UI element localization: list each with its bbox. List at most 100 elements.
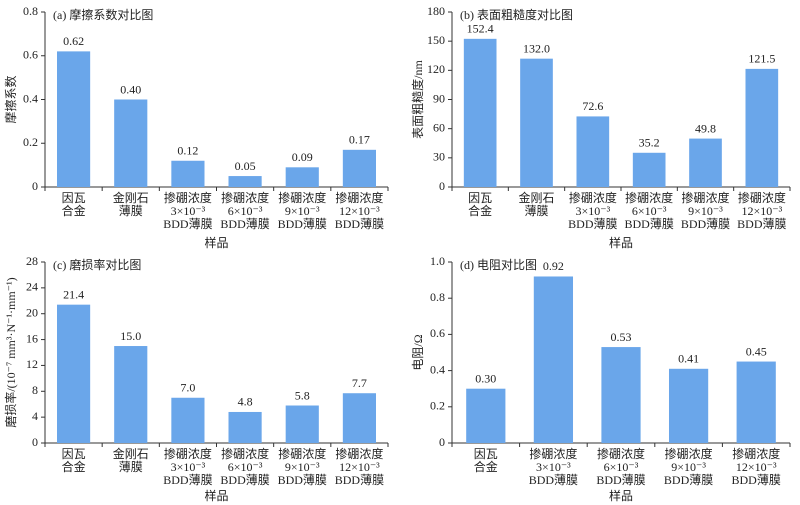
y-axis-label: 磨损率/(10⁻⁷ mm³·N⁻¹·mm⁻¹) (3, 277, 18, 427)
x-tick-label: 掺硼浓度 (569, 190, 617, 205)
y-axis-label: 电阻/Ω (411, 334, 425, 370)
x-axis-label: 样品 (609, 235, 633, 250)
y-tick-label: 0 (32, 179, 38, 193)
x-tick-label: BDD薄膜 (335, 216, 384, 231)
subplot: 00.20.40.60.80.62因瓦合金0.40金刚石薄膜0.12掺硼浓度3×… (3, 4, 389, 250)
x-tick-label: 掺硼浓度 (665, 446, 713, 461)
x-tick-label: 掺硼浓度 (732, 446, 780, 461)
y-tick-label: 28 (26, 254, 38, 268)
bar (228, 176, 262, 187)
x-tick-label: 金刚石 (518, 190, 554, 205)
value-label: 0.12 (177, 144, 198, 158)
x-tick-label: 掺硼浓度 (278, 446, 326, 461)
x-tick-label: 6×10⁻³ (228, 204, 263, 218)
y-tick-label: 120 (427, 62, 445, 76)
x-tick-label: BDD薄膜 (596, 472, 645, 487)
bar (668, 368, 709, 443)
x-tick-label: BDD薄膜 (220, 216, 269, 231)
value-label: 132.0 (523, 41, 550, 55)
y-tick-label: 0 (439, 435, 445, 449)
y-tick-label: 8 (32, 383, 38, 397)
x-tick-label: BDD薄膜 (624, 216, 673, 231)
y-tick-label: 90 (433, 91, 445, 105)
x-tick-label: 掺硼浓度 (335, 446, 383, 461)
x-tick-label: BDD薄膜 (737, 216, 786, 231)
chart-title: (c) 磨损率对比图 (53, 257, 141, 272)
value-label: 5.8 (295, 388, 310, 402)
bar (114, 346, 148, 443)
x-tick-label: 金刚石 (113, 190, 149, 205)
chart-title: (b) 表面粗糙度对比图 (460, 7, 573, 22)
y-tick-label: 0 (439, 179, 445, 193)
bar (57, 304, 91, 443)
x-tick-label: 掺硼浓度 (681, 190, 729, 205)
bar (689, 138, 722, 187)
bar (228, 411, 262, 443)
x-tick-label: 3×10⁻³ (171, 204, 206, 218)
y-tick-label: 24 (26, 280, 38, 294)
value-label: 0.05 (235, 159, 256, 173)
x-tick-label: BDD薄膜 (278, 472, 327, 487)
x-tick-label: 6×10⁻³ (632, 204, 667, 218)
y-tick-label: 0 (32, 435, 38, 449)
x-tick-label: 掺硼浓度 (738, 190, 786, 205)
x-tick-label: 因瓦 (474, 447, 498, 461)
x-tick-label: 掺硼浓度 (164, 446, 212, 461)
x-tick-label: 因瓦 (468, 191, 492, 205)
value-label: 0.40 (120, 82, 141, 96)
x-tick-label: 9×10⁻³ (285, 460, 320, 474)
value-label: 121.5 (748, 52, 775, 66)
x-tick-label: 合金 (62, 203, 86, 218)
x-tick-label: 掺硼浓度 (221, 190, 269, 205)
x-tick-label: 因瓦 (62, 447, 86, 461)
x-tick-label: BDD薄膜 (163, 216, 212, 231)
bar (601, 347, 641, 443)
y-tick-label: 150 (427, 33, 445, 47)
value-label: 0.92 (543, 259, 564, 273)
value-label: 49.8 (695, 121, 716, 135)
value-label: 72.6 (582, 99, 603, 113)
x-tick-label: 12×10⁻³ (741, 204, 782, 218)
y-tick-label: 16 (26, 331, 38, 345)
bar (466, 388, 506, 443)
x-tick-label: 掺硼浓度 (625, 190, 673, 205)
value-label: 0.45 (746, 344, 767, 358)
bar (342, 149, 376, 187)
x-tick-label: 合金 (62, 459, 86, 474)
y-tick-label: 4 (32, 409, 38, 423)
x-tick-label: 6×10⁻³ (604, 460, 639, 474)
x-axis-label: 样品 (204, 235, 228, 250)
x-tick-label: 金刚石 (113, 446, 149, 461)
x-tick-label: BDD薄膜 (568, 216, 617, 231)
x-tick-label: 合金 (474, 459, 498, 474)
value-label: 21.4 (63, 287, 84, 301)
y-tick-label: 60 (433, 120, 445, 134)
x-tick-label: BDD薄膜 (664, 472, 713, 487)
value-label: 35.2 (639, 136, 660, 150)
y-tick-label: 0.4 (23, 91, 38, 105)
x-tick-label: 合金 (468, 203, 492, 218)
y-tick-label: 12 (26, 357, 38, 371)
y-tick-label: 20 (26, 305, 38, 319)
x-tick-label: 12×10⁻³ (736, 460, 777, 474)
bar (171, 397, 205, 443)
x-tick-label: BDD薄膜 (220, 472, 269, 487)
x-tick-label: BDD薄膜 (335, 472, 384, 487)
bar (533, 276, 574, 443)
x-tick-label: 掺硼浓度 (529, 446, 577, 461)
x-tick-label: 掺硼浓度 (335, 190, 383, 205)
x-tick-label: BDD薄膜 (529, 472, 578, 487)
x-tick-label: BDD薄膜 (163, 472, 212, 487)
y-tick-label: 0.6 (23, 48, 38, 62)
value-label: 0.09 (292, 150, 313, 164)
value-label: 0.41 (678, 352, 699, 366)
value-label: 0.30 (475, 371, 496, 385)
value-label: 0.53 (611, 330, 632, 344)
y-tick-label: 0.6 (430, 326, 445, 340)
x-tick-label: 3×10⁻³ (575, 204, 610, 218)
value-label: 7.0 (180, 381, 195, 395)
value-label: 15.0 (120, 329, 141, 343)
bar (463, 38, 497, 188)
bar (342, 393, 376, 443)
